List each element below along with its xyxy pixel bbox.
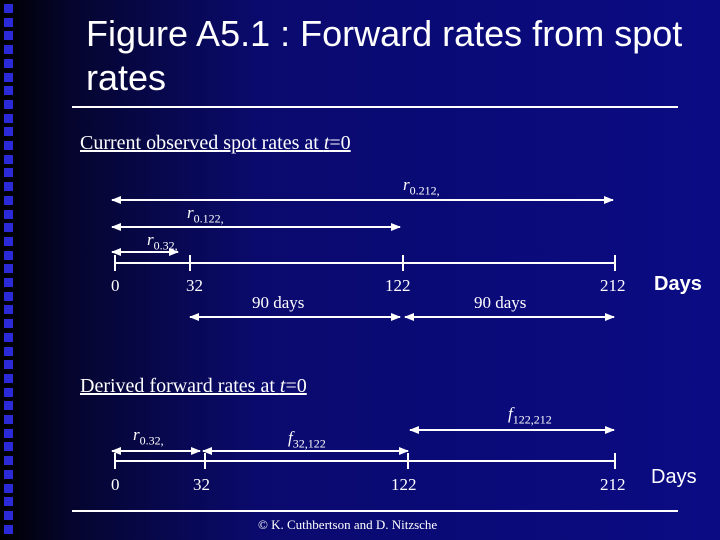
- decorative-square: [4, 305, 13, 315]
- decorative-square: [4, 72, 13, 82]
- decorative-square: [4, 319, 13, 329]
- interval-label-1: 90 days: [252, 293, 305, 312]
- spot-tick-label-122: 122: [385, 276, 411, 295]
- forward-tick-label-212: 212: [600, 475, 626, 494]
- decorative-square: [4, 45, 13, 55]
- decorative-square: [4, 497, 13, 507]
- decorative-square: [4, 456, 13, 466]
- decorative-square: [4, 401, 13, 411]
- decorative-square: [4, 113, 13, 123]
- decorative-square: [4, 141, 13, 150]
- decorative-square: [4, 332, 13, 342]
- decorative-square: [4, 58, 13, 68]
- decorative-square: [4, 428, 13, 438]
- decorative-square-strip: [0, 0, 16, 540]
- decorative-square: [4, 442, 13, 452]
- forward-heading-var: t: [279, 375, 286, 397]
- rate-symbol: f: [508, 404, 513, 423]
- decorative-square: [4, 127, 13, 137]
- decorative-square: [4, 264, 13, 274]
- forward-tick-label-0: 0: [111, 475, 120, 494]
- rate-symbol: r: [147, 230, 154, 249]
- decorative-square: [4, 195, 13, 205]
- rate-subscript: 0.32,: [153, 238, 178, 253]
- forward-days-label: Days: [651, 466, 697, 488]
- decorative-square: [4, 278, 13, 287]
- rate-symbol: r: [133, 425, 140, 444]
- title-divider: [72, 106, 678, 108]
- spot-heading-tail: =0: [329, 132, 351, 154]
- forward-heading-tail: =0: [285, 375, 307, 397]
- spot-heading-var: t: [323, 132, 330, 154]
- decorative-square: [4, 86, 13, 96]
- footer-divider: [72, 510, 678, 512]
- rate-subscript: 0.122,: [193, 211, 224, 226]
- rate-subscript: 122,212: [512, 412, 552, 427]
- decorative-square: [4, 291, 13, 301]
- rate-label-r0-32-forward: r0.32,: [133, 425, 164, 448]
- rate-label-r0-212: r0.212,: [403, 175, 440, 198]
- decorative-square: [4, 524, 13, 534]
- spot-tick-label-212: 212: [600, 276, 626, 295]
- decorative-square: [4, 483, 13, 493]
- decorative-square: [4, 209, 13, 219]
- rate-label-f32-122: f32,122: [288, 428, 326, 451]
- rate-symbol: r: [187, 203, 194, 222]
- interval-label-2: 90 days: [474, 293, 527, 312]
- decorative-square: [4, 469, 13, 479]
- rate-label-f122-212: f122,212: [508, 404, 552, 427]
- decorative-square: [4, 182, 13, 192]
- decorative-square: [4, 168, 13, 178]
- forward-section-heading: Derived forward rates at t=0: [80, 375, 307, 398]
- decorative-square: [4, 360, 13, 370]
- rate-subscript: 32,122: [292, 436, 326, 451]
- rate-subscript: 0.212,: [409, 183, 440, 198]
- decorative-square: [4, 346, 13, 356]
- forward-tick-label-122: 122: [391, 475, 417, 494]
- rate-symbol: r: [403, 175, 410, 194]
- rate-label-r0-122: r0.122,: [187, 203, 224, 226]
- rate-label-r0-32: r0.32,: [147, 230, 178, 253]
- decorative-square: [4, 373, 13, 383]
- decorative-square: [4, 31, 13, 41]
- spot-heading-text: Current observed spot rates at: [80, 132, 324, 154]
- spot-tick-label-32: 32: [186, 276, 203, 295]
- decorative-square: [4, 4, 13, 13]
- forward-tick-label-32: 32: [193, 475, 210, 494]
- decorative-square: [4, 250, 13, 260]
- decorative-square: [4, 154, 13, 164]
- forward-heading-text: Derived forward rates at: [80, 375, 280, 397]
- decorative-square: [4, 510, 13, 520]
- decorative-square: [4, 99, 13, 109]
- decorative-square: [4, 415, 13, 424]
- decorative-square: [4, 17, 13, 27]
- spot-tick-label-0: 0: [111, 276, 120, 295]
- decorative-square: [4, 223, 13, 233]
- copyright-credit: © K. Cuthbertson and D. Nitzsche: [258, 517, 438, 532]
- decorative-square: [4, 236, 13, 246]
- spot-section-heading: Current observed spot rates at t=0: [80, 132, 351, 155]
- slide-title: Figure A5.1 : Forward rates from spot ra…: [86, 13, 683, 98]
- rate-subscript: 0.32,: [139, 433, 164, 448]
- rate-symbol: f: [288, 428, 293, 447]
- decorative-square: [4, 387, 13, 397]
- spot-days-label: Days: [654, 273, 702, 295]
